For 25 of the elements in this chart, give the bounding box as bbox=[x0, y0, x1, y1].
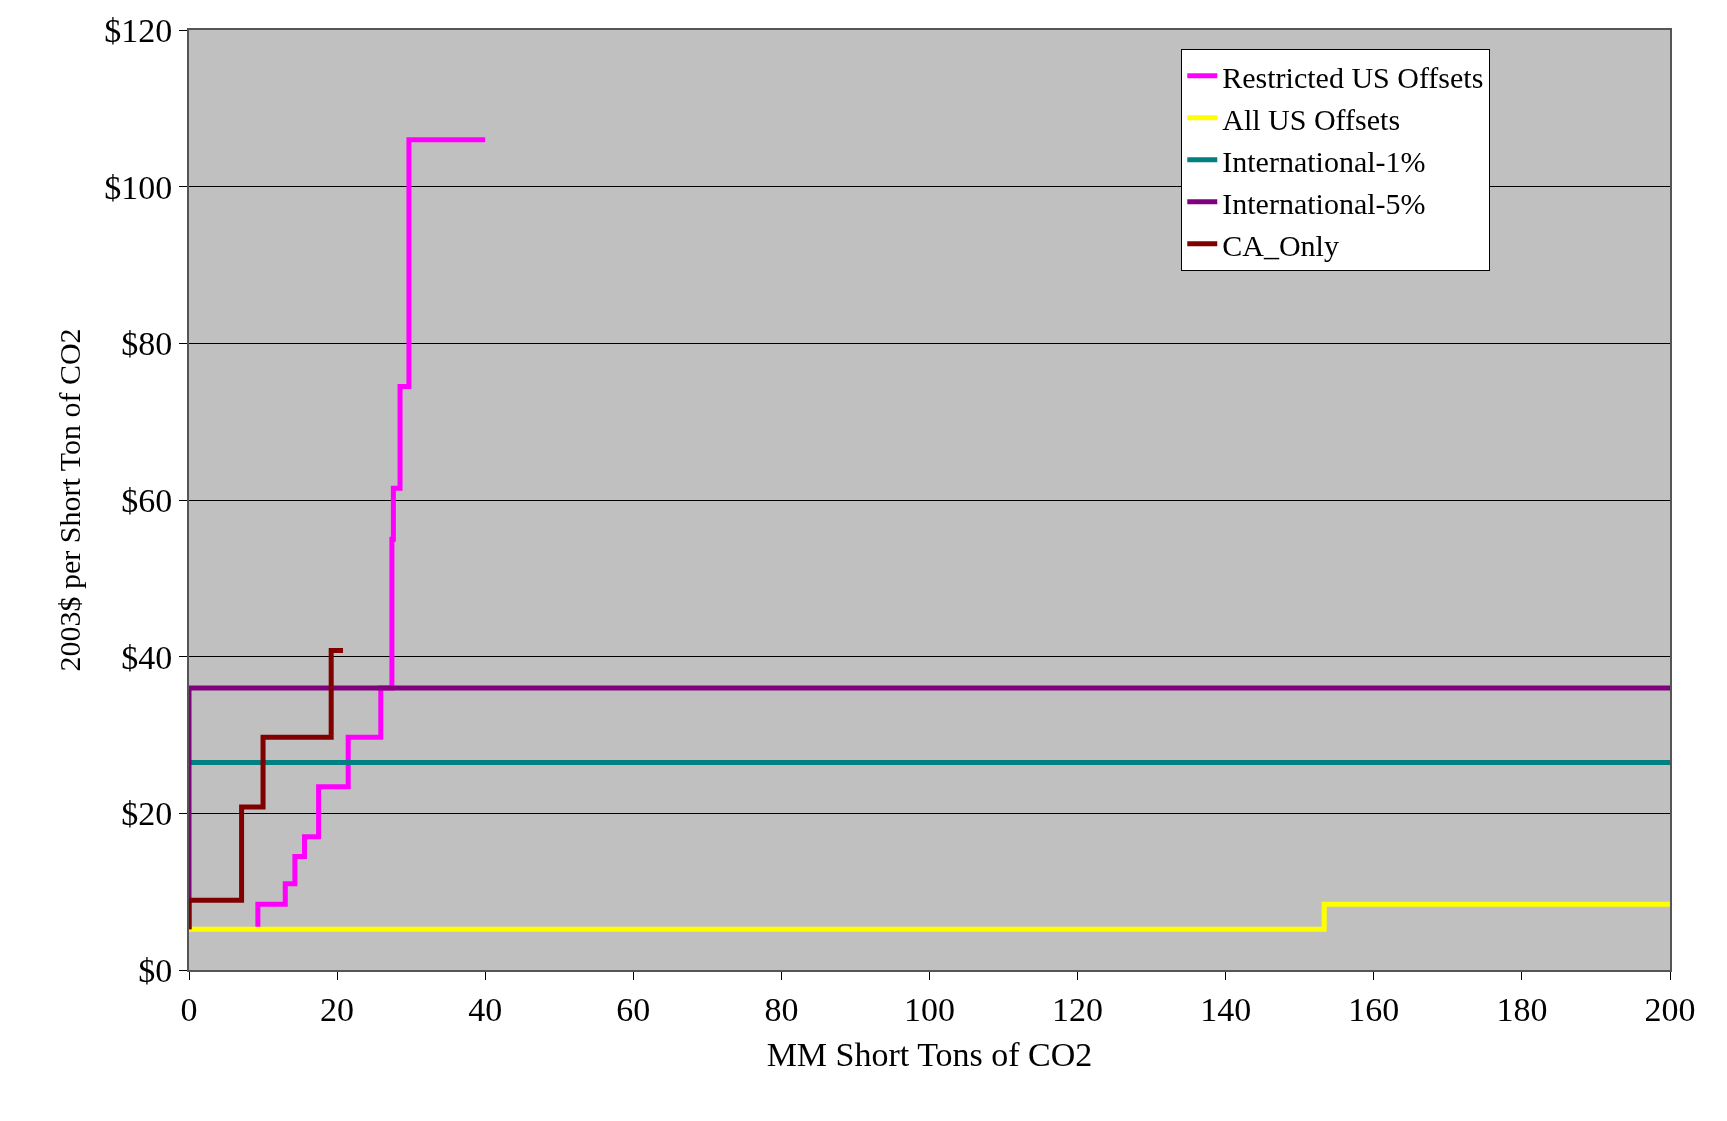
y-tick-label: $80 bbox=[121, 325, 173, 363]
x-tick-label: 20 bbox=[320, 990, 355, 1028]
legend-label: International-5% bbox=[1222, 186, 1426, 220]
y-axis-title: 2003$ per Short Ton of CO2 bbox=[52, 328, 86, 672]
y-tick-label: $0 bbox=[138, 951, 173, 989]
x-tick-label: 100 bbox=[904, 990, 955, 1028]
x-tick-label: 40 bbox=[468, 990, 503, 1028]
legend-label: International-1% bbox=[1222, 144, 1426, 178]
y-tick-label: $40 bbox=[121, 638, 173, 676]
x-axis-title: MM Short Tons of CO2 bbox=[766, 1035, 1093, 1073]
x-tick-label: 140 bbox=[1200, 990, 1252, 1028]
y-tick-label: $120 bbox=[104, 11, 173, 49]
y-tick-label: $20 bbox=[121, 795, 173, 833]
x-tick-label: 120 bbox=[1052, 990, 1104, 1028]
y-tick-label: $100 bbox=[104, 168, 173, 206]
x-tick-label: 160 bbox=[1348, 990, 1400, 1028]
x-tick-label: 0 bbox=[180, 990, 198, 1028]
x-tick-label: 200 bbox=[1644, 990, 1696, 1028]
y-tick-label: $60 bbox=[121, 481, 173, 519]
x-tick-label: 80 bbox=[764, 990, 799, 1028]
legend-label: Restricted US Offsets bbox=[1222, 60, 1484, 94]
legend-label: All US Offsets bbox=[1222, 102, 1401, 136]
x-tick-label: 60 bbox=[616, 990, 651, 1028]
legend-label: CA_Only bbox=[1222, 228, 1339, 262]
x-tick-label: 180 bbox=[1496, 990, 1548, 1028]
